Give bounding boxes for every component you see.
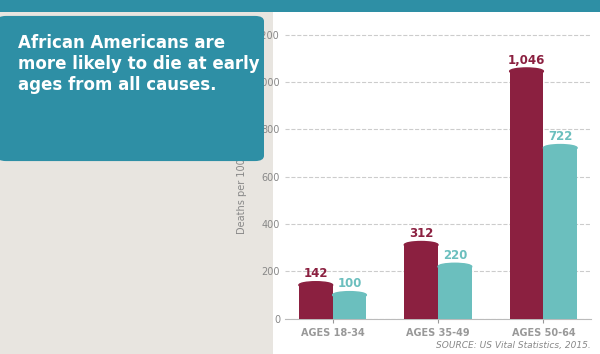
Ellipse shape — [544, 144, 577, 151]
Bar — [544, 148, 577, 319]
Y-axis label: Deaths per 100,000 people: Deaths per 100,000 people — [237, 101, 247, 234]
Text: 142: 142 — [304, 267, 328, 280]
Text: 722: 722 — [548, 130, 572, 143]
Text: more likely to die at early: more likely to die at early — [18, 55, 260, 73]
Ellipse shape — [404, 241, 438, 248]
Bar — [332, 295, 367, 319]
Ellipse shape — [299, 282, 332, 288]
Text: ages from all causes.: ages from all causes. — [18, 76, 217, 94]
Bar — [404, 245, 438, 319]
Text: 220: 220 — [443, 249, 467, 262]
Text: 1,046: 1,046 — [508, 53, 545, 67]
Bar — [509, 71, 544, 319]
Bar — [299, 285, 332, 319]
Ellipse shape — [332, 292, 367, 298]
Ellipse shape — [438, 263, 472, 270]
Text: 312: 312 — [409, 227, 433, 240]
Ellipse shape — [509, 68, 544, 75]
Text: SOURCE: US Vital Statistics, 2015.: SOURCE: US Vital Statistics, 2015. — [436, 342, 591, 350]
Text: African Americans are: African Americans are — [18, 34, 225, 52]
Bar — [438, 267, 472, 319]
Text: 100: 100 — [337, 277, 362, 290]
